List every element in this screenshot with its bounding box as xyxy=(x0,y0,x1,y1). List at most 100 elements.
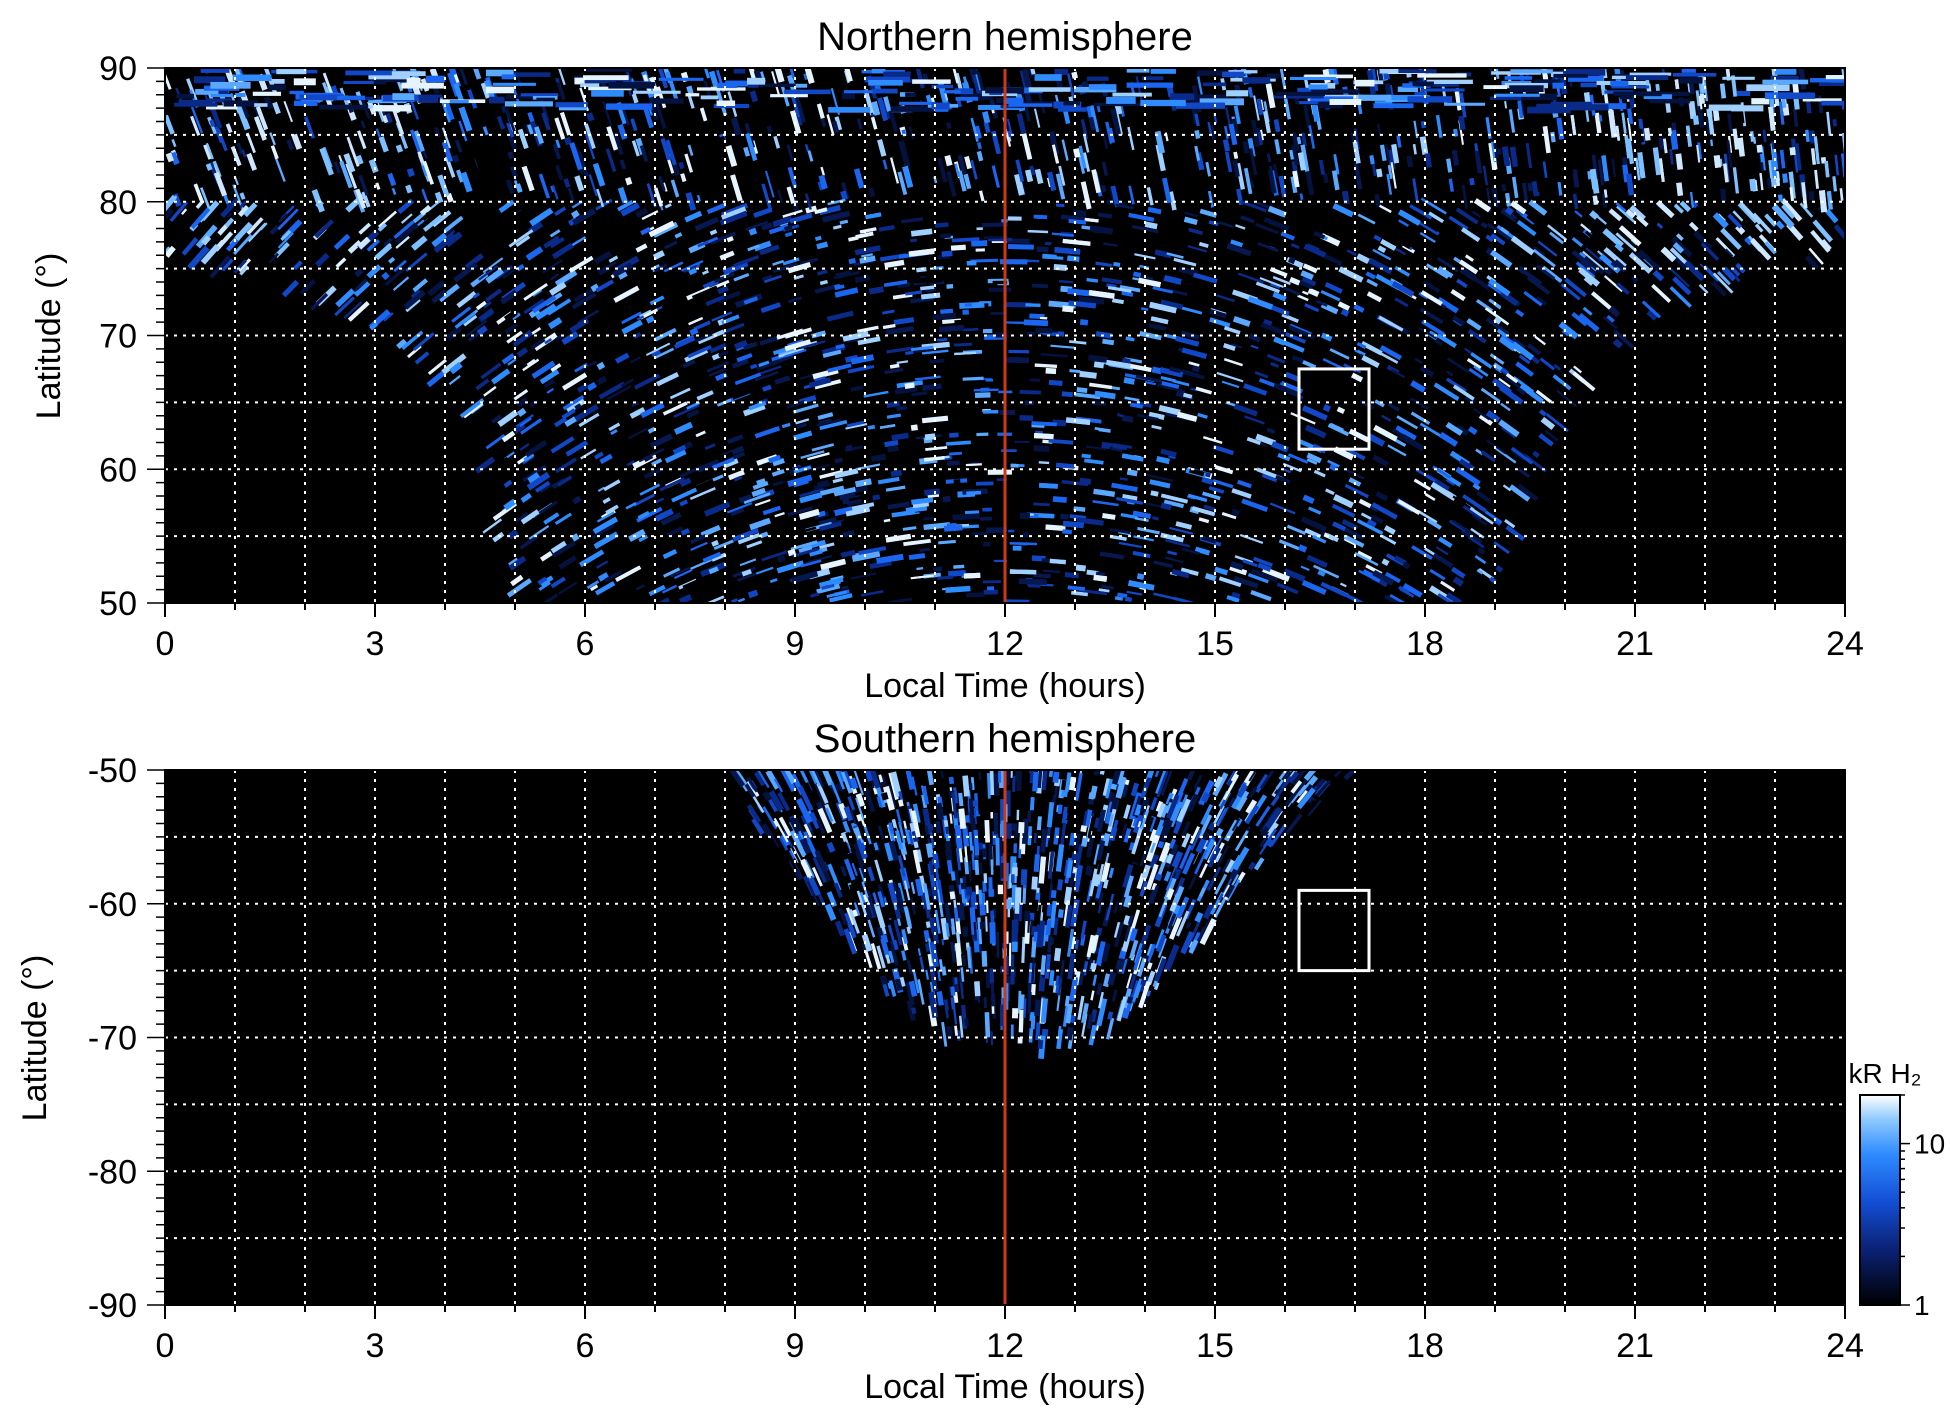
emission-streak xyxy=(703,578,723,592)
emission-streak xyxy=(1630,274,1640,284)
emission-streak xyxy=(975,481,994,486)
emission-streak xyxy=(1013,843,1018,854)
emission-streak xyxy=(731,358,750,369)
emission-streak xyxy=(854,245,881,256)
emission-streak xyxy=(515,209,522,215)
emission-streak xyxy=(696,194,701,202)
emission-streak xyxy=(629,406,646,419)
emission-streak xyxy=(686,85,694,95)
emission-streak xyxy=(464,253,484,270)
emission-streak xyxy=(337,95,365,100)
emission-streak xyxy=(1756,144,1763,153)
emission-streak xyxy=(582,75,629,81)
emission-streak xyxy=(1284,371,1302,383)
emission-streak xyxy=(1296,136,1302,145)
emission-streak xyxy=(1096,105,1101,113)
emission-streak xyxy=(1373,424,1398,442)
emission-streak xyxy=(226,212,233,219)
emission-streak xyxy=(1390,162,1397,189)
emission-streak xyxy=(539,551,553,562)
emission-streak xyxy=(1180,306,1203,315)
emission-streak xyxy=(1186,82,1195,96)
emission-streak xyxy=(764,170,775,198)
emission-streak xyxy=(300,289,315,304)
emission-streak xyxy=(1417,73,1467,78)
emission-streak xyxy=(635,584,646,591)
emission-streak xyxy=(1495,148,1502,155)
emission-streak xyxy=(1532,248,1556,268)
emission-streak xyxy=(1019,512,1030,520)
emission-streak xyxy=(893,317,915,326)
emission-streak xyxy=(1290,243,1300,250)
emission-streak xyxy=(550,273,560,281)
emission-streak xyxy=(1117,592,1128,598)
emission-streak xyxy=(1203,82,1227,87)
emission-streak xyxy=(1602,315,1618,330)
emission-streak xyxy=(1278,539,1300,551)
emission-streak xyxy=(1589,210,1599,220)
emission-streak xyxy=(761,274,773,281)
emission-streak xyxy=(1377,123,1382,137)
emission-streak xyxy=(1455,424,1469,436)
emission-streak xyxy=(746,540,763,549)
emission-streak xyxy=(274,242,290,258)
emission-streak xyxy=(625,501,637,510)
emission-streak xyxy=(924,433,936,441)
emission-streak xyxy=(1084,458,1104,465)
emission-streak xyxy=(1539,357,1556,371)
emission-streak xyxy=(855,231,874,239)
emission-streak xyxy=(1225,107,1232,128)
emission-streak xyxy=(1752,212,1773,234)
emission-streak xyxy=(1026,68,1033,79)
emission-streak xyxy=(485,288,503,303)
emission-streak xyxy=(539,369,560,385)
emission-streak xyxy=(1168,455,1176,460)
emission-streak xyxy=(1058,279,1074,284)
emission-streak xyxy=(1044,242,1052,246)
emission-streak xyxy=(1221,512,1237,520)
emission-streak xyxy=(1510,69,1553,74)
emission-streak xyxy=(868,187,876,198)
emission-streak xyxy=(980,516,993,521)
emission-streak xyxy=(395,144,404,153)
emission-streak xyxy=(708,70,720,91)
emission-streak xyxy=(1387,402,1400,412)
emission-streak xyxy=(1114,596,1124,601)
emission-streak xyxy=(1062,529,1072,535)
emission-streak xyxy=(1688,100,1697,120)
emission-streak xyxy=(482,126,489,136)
emission-streak xyxy=(268,84,286,91)
emission-streak xyxy=(832,120,840,133)
emission-streak xyxy=(1247,572,1273,585)
x-tick-label: 18 xyxy=(1406,625,1444,663)
emission-streak xyxy=(1488,142,1498,171)
emission-streak xyxy=(1203,436,1223,444)
emission-streak xyxy=(1195,386,1213,395)
emission-streak xyxy=(1045,367,1057,375)
emission-streak xyxy=(263,96,274,110)
emission-streak xyxy=(1209,317,1231,328)
emission-streak xyxy=(1008,349,1030,354)
emission-streak xyxy=(662,549,678,560)
emission-streak xyxy=(1118,541,1142,549)
emission-streak xyxy=(1408,576,1423,588)
emission-streak xyxy=(937,157,948,183)
emission-streak xyxy=(1518,287,1543,307)
emission-streak xyxy=(1100,584,1114,590)
emission-streak xyxy=(1516,219,1537,237)
emission-streak xyxy=(1338,266,1364,283)
emission-streak xyxy=(401,82,444,89)
emission-streak xyxy=(554,206,567,217)
emission-streak xyxy=(753,240,772,252)
emission-streak xyxy=(1232,159,1240,178)
emission-streak xyxy=(1036,246,1049,253)
emission-streak xyxy=(1730,75,1738,97)
emission-streak xyxy=(1337,301,1351,311)
emission-streak xyxy=(574,403,583,411)
emission-streak xyxy=(1463,514,1472,522)
emission-streak xyxy=(755,365,782,376)
emission-streak xyxy=(1009,542,1038,546)
emission-streak xyxy=(1689,169,1694,182)
emission-streak xyxy=(1283,503,1309,518)
emission-streak xyxy=(276,69,307,75)
